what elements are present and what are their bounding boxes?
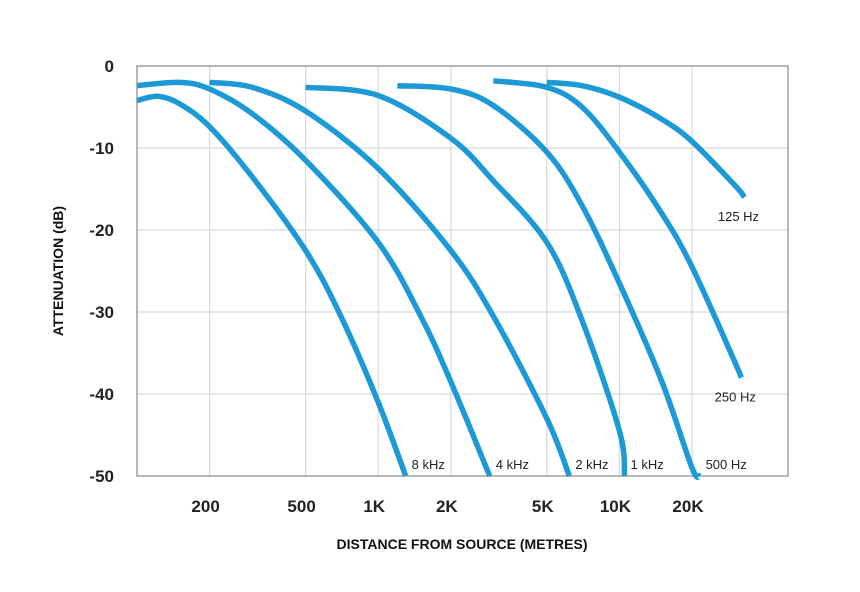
- series-label-125-hz: 125 Hz: [718, 209, 759, 224]
- x-axis-title: DISTANCE FROM SOURCE (METRES): [337, 536, 588, 552]
- y-tick-label-10: -10: [89, 139, 114, 158]
- curve-1-khz: [305, 84, 628, 477]
- curve-250-hz: [492, 78, 744, 379]
- x-tick-label-20k: 20K: [672, 497, 704, 516]
- x-axis-ticks: 200 500 1K 2K 5K 10K 20K: [191, 497, 704, 516]
- y-tick-label-40: -40: [89, 385, 114, 404]
- curve-8-khz: [136, 93, 409, 477]
- series-label-4-khz: 4 kHz: [496, 457, 529, 472]
- x-tick-label-10k: 10K: [600, 497, 632, 516]
- y-tick-label-50: -50: [89, 467, 114, 486]
- y-tick-label-0: 0: [105, 57, 114, 76]
- plot-frame: [136, 65, 789, 477]
- x-tick-label-200: 200: [191, 497, 219, 516]
- x-tick-label-1k: 1K: [363, 497, 385, 516]
- curve-500-hz: [397, 82, 702, 481]
- x-tick-label-5k: 5K: [532, 497, 554, 516]
- series-labels: 8 kHz 4 kHz 2 kHz 1 kHz 500 Hz 250 Hz 125 Hz: [412, 209, 759, 472]
- attenuation-curves: [136, 78, 747, 481]
- series-label-2-khz: 2 kHz: [575, 457, 608, 472]
- x-tick-label-500: 500: [287, 497, 315, 516]
- series-label-8-khz: 8 kHz: [412, 457, 445, 472]
- series-label-250-hz: 250 Hz: [715, 390, 756, 405]
- y-tick-label-20: -20: [89, 221, 114, 240]
- grid-lines: [137, 66, 788, 476]
- series-label-500-hz: 500 Hz: [706, 457, 747, 472]
- curve-125-hz: [546, 79, 747, 199]
- x-tick-label-2k: 2K: [436, 497, 458, 516]
- y-axis-title: ATTENUATION (dB): [50, 206, 66, 336]
- y-tick-label-30: -30: [89, 303, 114, 322]
- series-label-1-khz: 1 kHz: [631, 457, 664, 472]
- curve-2-khz: [209, 79, 572, 477]
- y-axis-ticks: 0 -10 -20 -30 -40 -50: [89, 57, 114, 486]
- curve-4-khz: [136, 79, 493, 478]
